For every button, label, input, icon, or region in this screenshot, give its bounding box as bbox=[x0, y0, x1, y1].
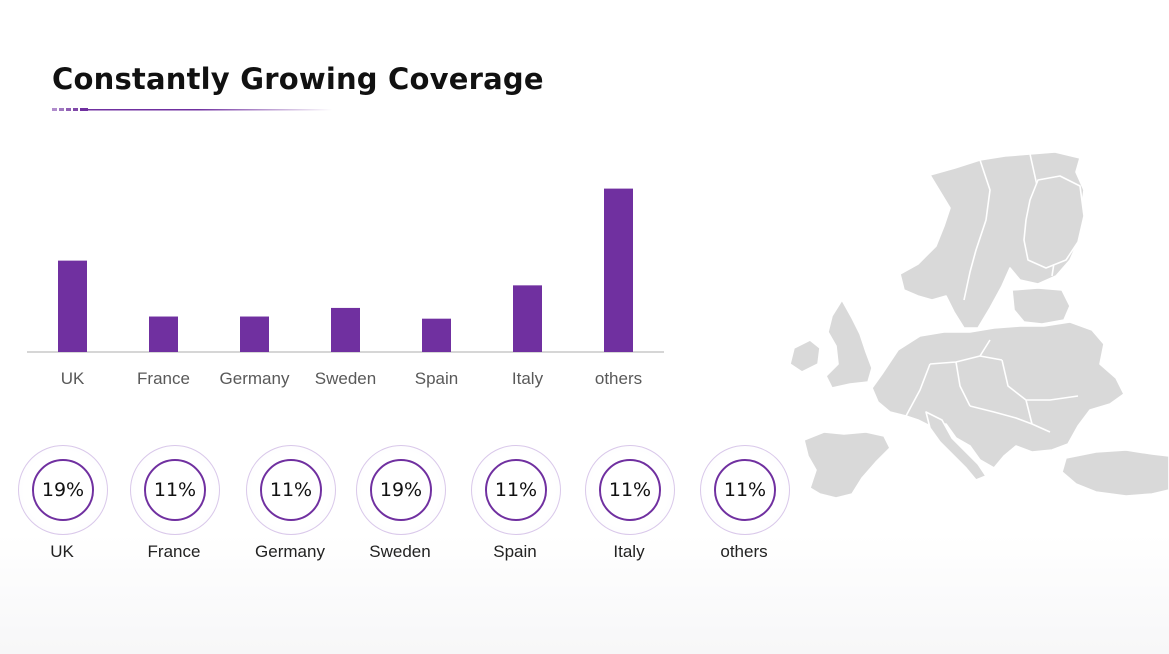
badge-percent-value: 11% bbox=[485, 459, 547, 521]
bar-france bbox=[149, 316, 178, 352]
bar-spain bbox=[422, 318, 451, 352]
badge-percent-value: 11% bbox=[260, 459, 322, 521]
badge-label: UK bbox=[50, 542, 74, 561]
bar-germany bbox=[240, 316, 269, 352]
badge-percent-value: 19% bbox=[370, 459, 432, 521]
europe-map-icon bbox=[789, 151, 1169, 499]
percent-badge: 19% bbox=[356, 445, 446, 535]
background-haze bbox=[0, 534, 1169, 654]
badge-percent-value: 19% bbox=[32, 459, 94, 521]
page-title: Constantly Growing Coverage bbox=[52, 62, 544, 96]
x-tick-label: Germany bbox=[220, 369, 290, 388]
x-tick-label: Spain bbox=[415, 369, 458, 388]
badge-label: others bbox=[720, 542, 768, 561]
x-tick-label: others bbox=[595, 369, 642, 388]
x-tick-label: Italy bbox=[512, 369, 544, 388]
bar-sweden bbox=[331, 307, 360, 352]
bar-chart: UK France Germany Sweden Spain Italy others bbox=[27, 188, 664, 388]
x-tick-label: France bbox=[137, 369, 190, 388]
badge-percent-value: 11% bbox=[144, 459, 206, 521]
badge-percent-value: 11% bbox=[599, 459, 661, 521]
percent-badge: 11% bbox=[246, 445, 336, 535]
bar-italy bbox=[513, 285, 542, 352]
x-tick-label: UK bbox=[61, 369, 85, 388]
badge-label: Italy bbox=[613, 542, 645, 561]
badge-label: Sweden bbox=[369, 542, 431, 561]
percent-badge: 11% bbox=[585, 445, 675, 535]
bar-uk bbox=[58, 260, 87, 352]
title-underline bbox=[52, 108, 332, 111]
percent-badge: 11% bbox=[700, 445, 790, 535]
percent-badge: 19% bbox=[18, 445, 108, 535]
badge-label: France bbox=[147, 542, 201, 561]
percent-badge: 11% bbox=[130, 445, 220, 535]
badge-percent-value: 11% bbox=[714, 459, 776, 521]
badge-label: Germany bbox=[255, 542, 325, 561]
badge-label: Spain bbox=[493, 542, 537, 561]
bar-others bbox=[604, 188, 633, 352]
x-tick-label: Sweden bbox=[315, 369, 376, 388]
percent-badge: 11% bbox=[471, 445, 561, 535]
